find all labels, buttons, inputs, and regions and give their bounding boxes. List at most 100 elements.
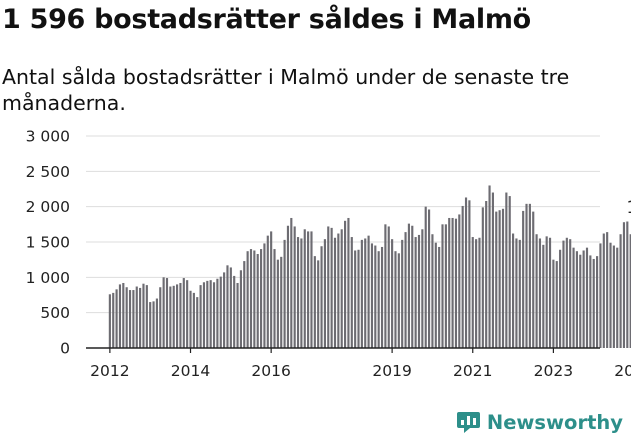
bar	[118, 284, 122, 348]
bar	[562, 240, 565, 348]
bar	[461, 205, 464, 348]
y-axis-tick-labels: 0 500 1 000 1 500 2 000 2 500 3 000	[26, 128, 70, 358]
bar	[542, 244, 545, 348]
bar	[290, 217, 293, 348]
bar	[606, 232, 609, 348]
bar	[612, 245, 615, 348]
bar	[189, 290, 192, 348]
y-tick-label: 500	[40, 304, 70, 322]
bar	[512, 233, 515, 348]
bar	[108, 294, 111, 348]
bar	[629, 234, 631, 348]
bar	[263, 243, 266, 348]
bar	[391, 239, 394, 348]
bar	[407, 223, 410, 348]
bar	[249, 249, 253, 348]
bar	[310, 231, 313, 348]
x-tick-label: 2014	[171, 362, 210, 380]
bar	[340, 229, 343, 348]
bar	[253, 250, 256, 348]
bar	[424, 206, 427, 348]
highlight-value-label: 1 596	[626, 198, 631, 218]
bar	[491, 192, 494, 348]
chart-title: 1 596 bostadsrätter såldes i Malmö	[2, 4, 531, 35]
bar	[303, 229, 306, 348]
bar	[438, 246, 441, 348]
bar	[411, 225, 414, 348]
bar	[417, 234, 421, 348]
bar	[602, 233, 605, 348]
bar	[387, 226, 390, 348]
bar	[370, 243, 374, 348]
bar	[575, 251, 578, 348]
bar	[209, 280, 212, 348]
bar	[609, 242, 612, 348]
bar	[266, 235, 269, 348]
bar	[212, 282, 216, 348]
x-tick-label: 2016	[251, 362, 290, 380]
bar	[414, 237, 417, 348]
bar	[149, 302, 152, 348]
y-tick-label: 2 000	[26, 198, 70, 216]
bar	[367, 235, 370, 348]
bar	[522, 210, 525, 348]
bar	[545, 236, 548, 348]
bar	[165, 278, 169, 348]
bar	[579, 254, 582, 348]
bar	[471, 237, 474, 348]
bar	[223, 272, 226, 348]
bar	[128, 290, 132, 348]
bar	[488, 185, 491, 348]
bar	[357, 249, 360, 348]
brand-name: Newsworthy	[486, 410, 623, 434]
bar	[501, 208, 505, 348]
bar	[344, 220, 347, 348]
bar	[333, 237, 337, 348]
bar	[525, 203, 528, 348]
bar	[176, 284, 179, 348]
bar	[155, 298, 158, 348]
bar	[229, 267, 232, 348]
bar	[145, 285, 148, 348]
bar	[135, 286, 138, 348]
bar	[159, 287, 162, 348]
bar	[377, 251, 380, 348]
bar	[323, 239, 326, 348]
bar	[246, 251, 249, 348]
bar	[515, 238, 518, 348]
bar	[559, 249, 562, 348]
bar	[179, 282, 182, 348]
bar	[441, 224, 444, 348]
bar	[555, 261, 558, 348]
bar	[421, 229, 424, 348]
bar	[464, 197, 468, 348]
bar	[585, 247, 589, 348]
bar	[219, 276, 222, 348]
bar	[384, 224, 387, 348]
bar	[236, 282, 239, 348]
bar	[172, 285, 175, 348]
bar	[196, 297, 199, 348]
gridlines	[86, 135, 600, 314]
data-labels: 1 596	[626, 198, 631, 218]
bar	[458, 214, 461, 348]
bar	[132, 290, 135, 348]
bar	[364, 238, 367, 348]
bar	[505, 192, 508, 348]
bar	[589, 255, 592, 348]
x-axis-ticks: 2012 2014 2016 2019 2021 2023 2025	[90, 348, 631, 380]
bar	[622, 222, 626, 348]
bar	[139, 287, 142, 348]
bar	[313, 256, 316, 348]
bar	[404, 232, 407, 348]
bar	[508, 196, 511, 348]
bar	[498, 210, 501, 348]
x-tick-label: 2023	[534, 362, 573, 380]
bar	[485, 201, 488, 348]
x-tick-label: 2025	[614, 362, 631, 380]
bar	[532, 211, 535, 348]
bar	[616, 247, 619, 348]
bar	[280, 256, 283, 348]
bar	[380, 246, 384, 348]
